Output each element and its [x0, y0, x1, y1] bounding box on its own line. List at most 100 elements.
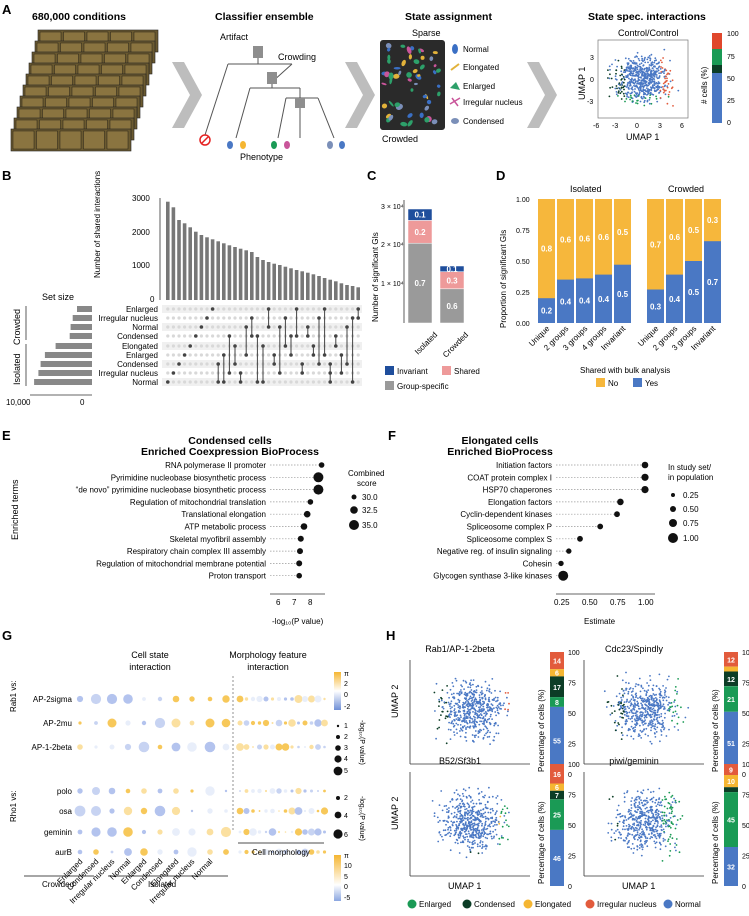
- umap-a-point: [631, 86, 634, 89]
- h-umap-point: [651, 703, 654, 705]
- umap-a-point: [620, 83, 623, 86]
- h-umap-point: [500, 708, 502, 710]
- g-rab-row-label: AP-2mu: [43, 719, 72, 728]
- h-umap-point: [459, 710, 461, 713]
- umap-a-point: [639, 100, 642, 103]
- h-umap-point: [633, 830, 635, 832]
- h-umap-point: [623, 705, 625, 708]
- b-matrix-dot-empty: [311, 371, 315, 375]
- g-size-top-label-2: 2: [344, 734, 348, 741]
- h-umap-point: [631, 715, 633, 718]
- h-umap-point: [447, 832, 449, 835]
- d-bar-yes: [666, 274, 683, 323]
- h-umap-point: [661, 726, 663, 729]
- state-cell: [435, 68, 441, 73]
- h-umap-point: [495, 810, 498, 813]
- b-matrix-dot-empty: [177, 380, 181, 384]
- h-umap-point: [497, 821, 500, 823]
- h-umap-point: [669, 706, 672, 709]
- e-ylabel: Enriched terms: [10, 479, 20, 540]
- f-dot: [566, 548, 572, 554]
- umap-a-point: [649, 59, 652, 62]
- f-xtick-100: 1.00: [638, 598, 654, 607]
- h-bar-tick: 50: [568, 823, 576, 830]
- h-umap-point: [474, 703, 477, 705]
- h-umap-point: [627, 841, 630, 843]
- b-matrix-dot-empty: [216, 344, 220, 348]
- h-umap-point: [460, 820, 462, 822]
- h-umap-point: [661, 814, 663, 817]
- h-bar-label: 17: [553, 685, 561, 692]
- h-umap-point: [458, 852, 461, 854]
- umap-a-point: [623, 77, 625, 80]
- h-bar-segment: [724, 711, 738, 774]
- b-matrix-dot-empty: [317, 307, 321, 311]
- h-umap-point: [668, 791, 671, 794]
- h-umap-point: [659, 818, 662, 820]
- g-cell-dot: [140, 807, 148, 815]
- h-umap-point: [483, 702, 485, 705]
- h-umap-point: [618, 692, 621, 695]
- h-umap-point: [456, 692, 458, 695]
- h-umap-point: [668, 854, 671, 857]
- h-umap-point: [468, 841, 471, 844]
- h-umap-point: [499, 702, 502, 705]
- b-matrix-dot-empty: [328, 307, 332, 311]
- h-umap-point: [669, 836, 671, 838]
- b-matrix-dot-empty: [311, 362, 315, 366]
- g-morph-dot: [297, 721, 300, 725]
- h-umap-point: [611, 795, 614, 798]
- h-umap-point: [455, 824, 457, 826]
- h-umap-point: [671, 837, 674, 840]
- c-ylabel: Number of significant GIs: [371, 232, 380, 322]
- b-matrix-dot-empty: [199, 362, 203, 366]
- g-cbar-bot-5: 5: [344, 874, 348, 881]
- h-umap-point: [497, 711, 499, 714]
- e-title-2: Enriched Coexpression BioProcess: [141, 446, 319, 458]
- g-morph-dot: [257, 721, 262, 725]
- h-umap-point: [480, 709, 483, 711]
- f-size-legend-2: 0.50: [683, 505, 699, 514]
- b-matrix-dot-empty: [171, 380, 175, 384]
- h-umap-point: [637, 705, 640, 708]
- h-umap-point: [640, 702, 642, 705]
- umap-a-point: [611, 63, 613, 66]
- b-bar: [350, 286, 355, 300]
- b-matrix-dot-empty: [356, 334, 360, 338]
- g-morph-dot: [321, 719, 328, 727]
- h-umap-point: [632, 712, 635, 715]
- h-umap-point: [457, 723, 459, 726]
- umap-a-point: [667, 95, 670, 98]
- h-umap-point: [649, 799, 652, 801]
- state-cell: [432, 51, 438, 55]
- umap-a-point: [663, 48, 666, 51]
- h-umap-point: [477, 732, 480, 734]
- state-cell: [412, 69, 418, 74]
- h-umap-point: [449, 825, 451, 828]
- h-umap-point: [644, 707, 647, 709]
- h-umap-point: [455, 722, 458, 725]
- h-umap-point: [673, 714, 676, 717]
- h-umap-point: [630, 735, 633, 738]
- b-bar: [166, 201, 170, 300]
- h-umap-point: [455, 829, 458, 831]
- b-matrix-dot-empty: [283, 362, 287, 366]
- umap-a-point: [635, 102, 637, 104]
- h-umap-point: [659, 688, 661, 691]
- h-umap-point: [468, 846, 471, 849]
- state-cell: [424, 117, 430, 123]
- b-matrix-dot: [278, 371, 282, 375]
- h-umap-point: [641, 704, 644, 707]
- h-umap-point: [469, 814, 471, 817]
- umap-a-point: [632, 74, 634, 76]
- umap-a-point: [634, 69, 637, 72]
- h-umap-point: [613, 721, 616, 724]
- h-umap-point: [656, 816, 658, 818]
- g-cell-dot: [107, 827, 117, 837]
- h-bar-tick: 50: [742, 711, 749, 718]
- umap-a-point: [620, 70, 623, 73]
- h-umap-point: [626, 705, 629, 708]
- h-umap-point: [628, 816, 631, 819]
- g-morph-dot: [250, 696, 256, 702]
- h-umap-point: [671, 719, 673, 722]
